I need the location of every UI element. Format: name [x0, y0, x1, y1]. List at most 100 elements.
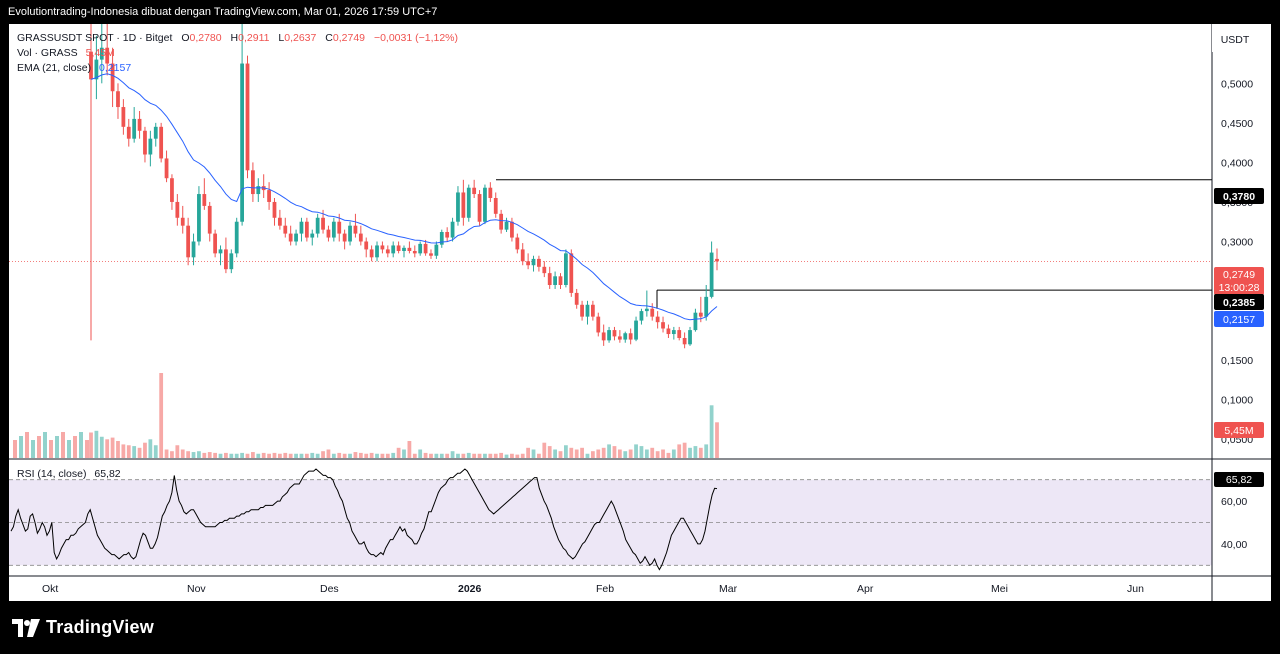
volume-bar [590, 451, 595, 458]
candle-body [180, 217, 185, 226]
rsi-line [10, 468, 718, 571]
volume-bar [569, 447, 574, 458]
candle-body [671, 330, 676, 335]
volume-bar [385, 453, 390, 458]
candle-body [564, 253, 568, 285]
candle-body [450, 221, 455, 238]
candle-body [137, 118, 142, 131]
volume-bar [326, 449, 331, 458]
candle-body [553, 276, 557, 285]
candle-body [445, 232, 450, 238]
candle-body [94, 59, 99, 80]
chart-svg[interactable]: 0,55000,50000,45000,40000,35000,30000,25… [9, 20, 1271, 601]
candle-body [159, 126, 164, 159]
candle-body [574, 292, 579, 305]
level-tag-lower: 0,2385 [1214, 294, 1264, 310]
volume-tag-text: 5,45M [1224, 425, 1253, 437]
last-price-tag-text: 0,2749 [1223, 269, 1255, 281]
candles[interactable] [89, 20, 719, 349]
horizontal-levels[interactable] [9, 179, 1212, 309]
volume-bar [601, 447, 606, 458]
candle-body [477, 194, 482, 222]
volume-bar [218, 453, 223, 458]
candle-body [526, 261, 531, 266]
candle-body [434, 244, 439, 256]
volume-bar [85, 440, 89, 458]
candle-body [715, 258, 719, 262]
candle-body [121, 107, 126, 127]
legend: GRASSUSDT SPOT · 1D · Bitget O0,2780 H0,… [17, 32, 458, 480]
rsi-tag: 65,82 [1214, 472, 1264, 487]
candle-body [267, 190, 271, 202]
tradingview-brand[interactable]: TradingView [12, 617, 154, 638]
candle-body [358, 233, 363, 242]
legend-l-value: 0,2637 [284, 32, 316, 44]
candle-body [186, 225, 191, 258]
rsi-tick-label: 40,00 [1221, 539, 1247, 551]
volume-bar [267, 453, 271, 458]
volume-bar [461, 453, 466, 458]
candle-body [666, 328, 671, 335]
candle-body [342, 233, 347, 242]
candle-body [391, 245, 396, 254]
volume-bar [693, 446, 698, 458]
volume-bar [31, 440, 35, 458]
legend-ema-value: 0,2157 [99, 62, 131, 74]
volume-bar [477, 453, 482, 458]
candle-body [315, 217, 320, 234]
volume-bar [310, 452, 315, 458]
candle-body [682, 337, 687, 345]
candle-body [304, 221, 309, 238]
candle-body [251, 170, 255, 195]
volume-bar [245, 453, 250, 458]
ema-line [90, 73, 718, 321]
volume-bar [299, 453, 304, 458]
currency-box[interactable] [1212, 24, 1271, 52]
volume-bar [596, 449, 601, 458]
legend-ema-label: EMA (21, close) [17, 62, 91, 74]
time-tick-label: Okt [42, 583, 58, 595]
candle-body [191, 241, 196, 258]
candle-body [661, 322, 665, 329]
volume-bar [132, 446, 137, 458]
candle-body [590, 304, 595, 317]
volume-bar [19, 436, 23, 458]
volume-bar [412, 453, 417, 458]
countdown-text: 13:00:28 [1219, 282, 1260, 294]
volume-bar [337, 452, 342, 458]
volume-bar [515, 454, 520, 458]
ema-polyline [90, 73, 718, 321]
volume-bar [164, 449, 169, 458]
volume-bar [466, 452, 471, 458]
volume-bar [153, 445, 158, 458]
volume-bar [634, 444, 638, 458]
volume-bar [353, 452, 358, 458]
candle-body [585, 304, 590, 317]
volume-bar [499, 452, 504, 458]
candle-body [164, 158, 169, 179]
rsi-pane [9, 479, 1212, 566]
volume-bar [283, 452, 288, 458]
candle-body [202, 194, 207, 206]
candle-body [461, 192, 466, 218]
volume-bar [682, 442, 687, 458]
volume-bar [207, 452, 212, 458]
currency-label[interactable]: USDT [1221, 34, 1250, 46]
legend-change: −0,0031 (−1,12%) [374, 32, 458, 44]
volume-bar [531, 449, 536, 458]
legend-rsi-label: RSI (14, close) [17, 468, 86, 480]
volume-bar [407, 441, 412, 458]
candle-body [407, 247, 412, 251]
price-tick-label: 0,4500 [1221, 118, 1253, 130]
volume-bar [331, 453, 336, 458]
candle-body [245, 63, 250, 171]
candle-body [224, 249, 228, 270]
candle-body [294, 233, 298, 242]
volume-bar [450, 451, 455, 458]
legend-row-ema: EMA (21, close) 0,2157 [17, 62, 131, 74]
candle-body [369, 249, 374, 258]
volume-bar [261, 452, 266, 458]
rsi-tick-label: 60,00 [1221, 496, 1247, 508]
volume-bar [628, 449, 633, 458]
chart-frame[interactable]: 0,55000,50000,45000,40000,35000,30000,25… [9, 20, 1271, 601]
